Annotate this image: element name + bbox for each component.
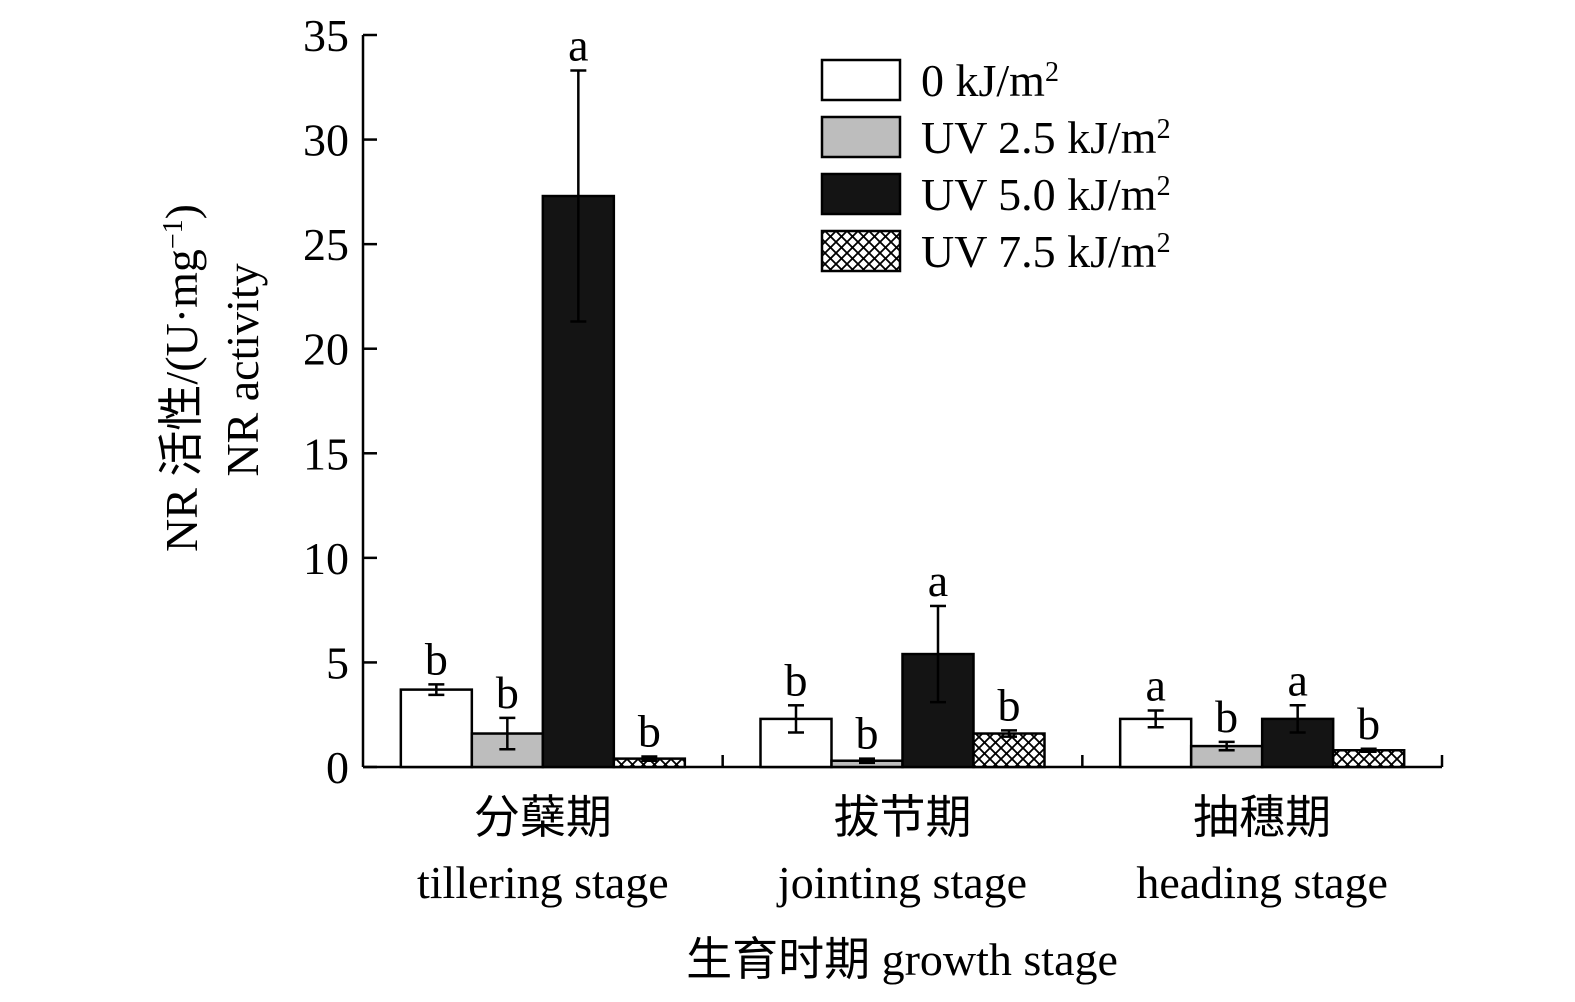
y-ticks: 0 5 10 15 20 25 30 35 <box>303 10 377 793</box>
bar <box>399 688 474 769</box>
significance-letter: b <box>425 633 448 684</box>
y-tick-label: 30 <box>303 115 349 166</box>
bar <box>972 732 1046 769</box>
x-axis-label: 生育时期 growth stage <box>686 934 1118 985</box>
y-axis-label: NR 活性/(U·mg−1) <box>156 204 207 552</box>
y-axis-label-sup: −1 <box>158 219 189 249</box>
significance-letter: b <box>1215 691 1238 742</box>
legend-swatch <box>820 229 902 273</box>
y-axis-label-close: ) <box>156 204 207 219</box>
y-axis-label-en: NR activity <box>217 263 268 476</box>
legend-swatch <box>820 115 902 159</box>
y-axis-label-main: NR 活性/(U·mg <box>156 249 207 552</box>
y-tick-label: 35 <box>303 10 349 61</box>
significance-letter: b <box>638 706 661 757</box>
significance-letter: b <box>1357 698 1380 749</box>
y-tick-label: 20 <box>303 324 349 375</box>
x-tick-label-zh: 分蘖期 <box>474 792 612 843</box>
y-tick-label: 0 <box>326 742 349 793</box>
x-categories: 分蘖期 tillering stage 拔节期 jointing stage 抽穗期 he… <box>417 755 1444 908</box>
legend-swatch <box>820 58 902 102</box>
legend-label: 0 kJ/m2 <box>921 55 1059 106</box>
significance-letter: b <box>856 708 879 759</box>
significance-letter: b <box>998 679 1021 730</box>
significance-letter: a <box>1287 654 1307 705</box>
significance-letter: a <box>1145 660 1165 711</box>
legend-swatch <box>820 172 902 216</box>
legend: 0 kJ/m2 UV 2.5 kJ/m2 UV 5.0 kJ/m2 UV 7.5 kJ… <box>820 55 1171 277</box>
x-tick-label-en: tillering stage <box>417 857 669 908</box>
significance-letter: a <box>568 20 588 71</box>
x-tick-label-zh: 抽穗期 <box>1193 792 1331 843</box>
y-tick-label: 10 <box>303 533 349 584</box>
legend-label: UV 7.5 kJ/m2 <box>921 226 1171 277</box>
x-tick-label-en: jointing stage <box>776 857 1027 908</box>
legend-label: UV 5.0 kJ/m2 <box>921 169 1171 220</box>
significance-letter: a <box>928 555 948 606</box>
legend-label: UV 2.5 kJ/m2 <box>921 112 1171 163</box>
significance-letter: b <box>785 654 808 705</box>
y-tick-label: 25 <box>303 219 349 270</box>
x-tick-label-en: heading stage <box>1136 857 1388 908</box>
y-tick-label: 5 <box>326 637 349 688</box>
significance-letter: b <box>496 667 519 718</box>
y-tick-label: 15 <box>303 428 349 479</box>
x-tick-label-zh: 拔节期 <box>834 792 972 843</box>
